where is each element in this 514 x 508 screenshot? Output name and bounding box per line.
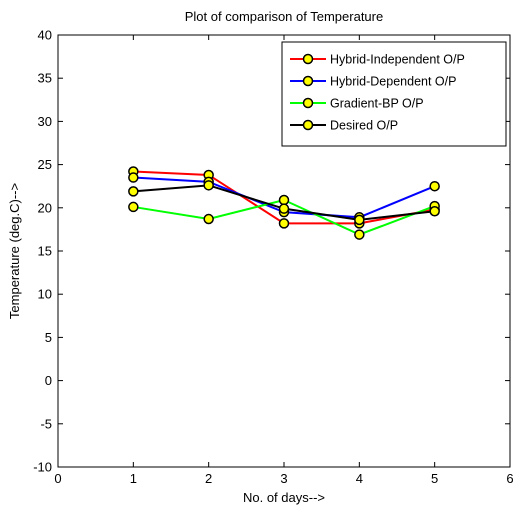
- data-point: [203, 213, 214, 225]
- data-point: [128, 201, 139, 213]
- data-point: [128, 186, 139, 197]
- chart-title: Plot of comparison of Temperature: [185, 9, 383, 24]
- legend-label: Desired O/P: [330, 119, 398, 133]
- y-tick-label: 10: [38, 287, 52, 302]
- x-tick-label: 2: [205, 471, 212, 486]
- y-tick-label: 20: [38, 200, 52, 215]
- y-tick-label: 25: [38, 157, 52, 172]
- legend-swatch-marker: [302, 97, 314, 109]
- legend-swatch-marker: [302, 75, 314, 87]
- data-point: [429, 180, 440, 192]
- y-tick-label: 40: [38, 28, 52, 43]
- data-point: [278, 194, 290, 206]
- legend-swatch-marker: [302, 119, 314, 131]
- data-point: [128, 172, 139, 183]
- y-axis-ticks: -10 -5 0 5 10 15 20 25 30 35 40: [33, 28, 510, 475]
- data-point: [203, 180, 214, 191]
- x-tick-label: 6: [506, 471, 513, 486]
- y-tick-label: 15: [38, 244, 52, 259]
- x-axis-ticks: 0 1 2 3 4 5 6: [54, 35, 514, 486]
- x-tick-label: 0: [54, 471, 61, 486]
- x-axis-label: No. of days-->: [243, 490, 325, 505]
- y-tick-label: -5: [40, 416, 52, 431]
- y-axis-label: Temperature (deg.C)-->: [7, 183, 22, 319]
- y-tick-label: 35: [38, 71, 52, 86]
- x-tick-label: 3: [280, 471, 287, 486]
- x-tick-label: 4: [356, 471, 363, 486]
- legend-swatch-marker: [302, 53, 314, 65]
- legend-label: Hybrid-Dependent O/P: [330, 75, 456, 89]
- legend: Hybrid-Independent O/P Hybrid-Dependent O…: [281, 41, 507, 147]
- x-tick-label: 5: [431, 471, 438, 486]
- y-tick-label: -10: [33, 460, 52, 475]
- legend-label: Gradient-BP O/P: [330, 97, 424, 111]
- data-point: [278, 218, 290, 229]
- y-tick-label: 5: [45, 330, 52, 345]
- data-point: [278, 203, 290, 214]
- data-point: [354, 214, 365, 226]
- y-tick-label: 0: [45, 373, 52, 388]
- legend-label: Hybrid-Independent O/P: [330, 53, 465, 67]
- data-point: [354, 229, 365, 240]
- x-tick-label: 1: [130, 471, 137, 486]
- data-point: [429, 206, 440, 217]
- series-layer: [128, 166, 440, 240]
- y-tick-label: 30: [38, 114, 52, 129]
